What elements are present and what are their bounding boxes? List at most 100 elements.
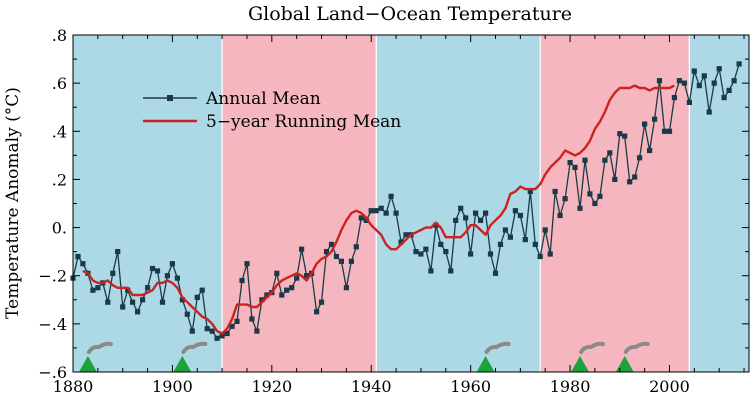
annual-mean-point [130,299,136,305]
y-tick-label: .8 [52,26,67,45]
annual-mean-point [577,205,583,211]
annual-mean-point [537,253,543,260]
y-tick-label: −.4 [38,315,67,334]
annual-mean-point [473,210,479,216]
band-2 [376,35,541,372]
annual-mean-point [149,265,156,272]
annual-mean-point [294,275,300,281]
annual-mean-point [602,157,608,163]
annual-mean-point [686,99,692,105]
annual-mean-point [681,80,687,86]
y-tick-label: .2 [52,170,67,189]
annual-mean-point [582,157,588,163]
annual-mean-point [333,253,339,260]
annual-mean-point [358,215,364,221]
volcano-icon [476,341,511,372]
chart-title: Global Land−Ocean Temperature [248,3,572,25]
annual-mean-point [403,232,409,238]
annual-mean-point [75,253,81,260]
x-tick-label: 2000 [649,377,690,396]
y-axis-label: Temperature Anomaly (°C) [3,87,23,319]
annual-mean-point [731,78,737,84]
annual-mean-point [304,273,310,279]
volcano-plume [623,341,650,354]
annual-mean-point [716,66,722,72]
annual-mean-point [204,326,210,332]
y-tick-label: 0. [52,219,67,238]
band-4 [689,35,749,372]
annual-mean-point [527,188,533,195]
annual-mean-point [726,87,732,93]
x-tick-label: 1880 [53,377,94,396]
annual-mean-point [572,164,578,170]
annual-mean-point [696,83,702,89]
period-bands [73,35,749,372]
annual-mean-point [274,270,280,276]
annual-mean-point [647,147,653,154]
annual-mean-point [125,287,131,293]
annual-mean-point [189,328,195,334]
annual-mean-point [219,333,225,339]
annual-mean-point [652,116,658,122]
annual-mean-point [632,174,638,180]
annual-mean-point [463,215,469,221]
annual-mean-point [612,176,618,182]
volcano-cone [476,356,495,372]
x-tick-label: 1980 [550,377,591,396]
annual-mean-point [587,191,593,197]
annual-mean-point [328,241,335,247]
annual-mean-point [413,249,419,255]
volcano-cone [78,356,97,372]
annual-mean-point [169,261,175,267]
annual-mean-point [383,210,389,216]
annual-mean-point [492,270,499,276]
annual-mean-point [378,205,384,211]
annual-mean-point [617,131,623,137]
annual-mean-point [323,249,330,255]
annual-mean-point [483,210,489,216]
annual-mean-point [279,292,285,298]
legend-annual-label: Annual Mean [205,89,321,109]
annual-mean-point [259,297,265,303]
annual-mean-point [468,251,474,257]
annual-mean-point [284,287,290,293]
annual-mean-point [398,239,404,245]
annual-mean-point [552,188,558,195]
annual-mean-point [711,80,717,86]
running-mean-line [82,84,675,335]
annual-mean-point [458,205,464,211]
x-tick-label: 1960 [450,377,491,396]
band-3 [540,35,690,372]
annual-mean-point [676,78,682,84]
annual-mean-point [234,318,240,324]
annual-mean-point [115,249,121,255]
annual-mean-point [661,128,668,134]
annual-mean-point [368,208,374,214]
annual-mean-point [90,287,96,293]
annual-mean-point [627,179,633,185]
annual-mean-point [597,193,603,199]
annual-mean-point [159,299,166,305]
annual-mean-point [254,328,260,334]
annual-mean-point [120,304,126,310]
annual-mean-point [448,268,454,274]
annual-mean-point [110,270,116,276]
annual-mean-point [174,275,180,281]
annual-mean-point [393,210,399,216]
annual-mean-point [567,160,573,166]
y-tick-label: .6 [52,74,67,93]
annual-mean-point [542,227,548,233]
volcano-plume [181,341,208,354]
annual-mean-point [691,68,697,74]
annual-mean-point [80,261,86,267]
annual-mean-point [249,316,255,322]
annual-mean-point [706,109,712,115]
legend: Annual Mean 5−year Running Mean [143,89,401,132]
volcano-plume [579,341,605,354]
annual-mean-point [348,258,354,264]
series-layer [70,61,742,341]
volcano-cone [571,356,589,372]
annual-mean-point [736,61,742,67]
annual-mean-point [721,95,727,101]
